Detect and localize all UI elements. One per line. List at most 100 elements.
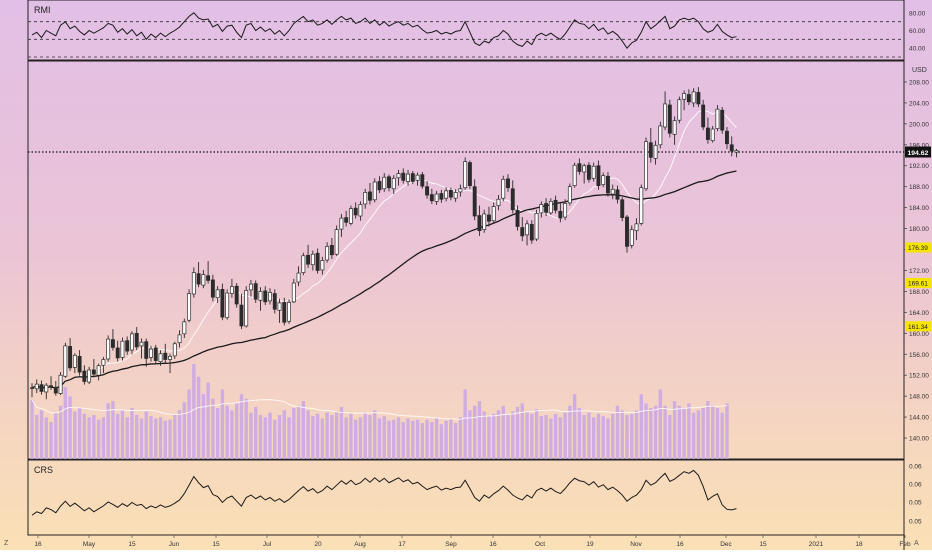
candle-body — [448, 190, 453, 198]
volume-bar — [106, 403, 110, 459]
time-tick-label: Feb — [899, 541, 911, 548]
volume-bar — [225, 405, 229, 459]
volume-bar — [344, 417, 348, 459]
candle-body — [644, 141, 648, 190]
currency-label: USD — [912, 67, 927, 74]
price-tick-label: 160.00 — [909, 331, 929, 338]
candle-body — [153, 347, 158, 361]
candle-body — [139, 341, 144, 347]
candle-body — [672, 120, 677, 135]
time-tick-label: Nov — [630, 541, 642, 548]
time-tick-label: 16 — [34, 541, 42, 548]
candle-body — [334, 229, 339, 255]
volume-bar — [415, 419, 420, 459]
volume-bar — [120, 410, 125, 459]
volume-bar — [539, 416, 544, 459]
volume-bar — [173, 414, 177, 459]
price-tick-label: 164.00 — [909, 310, 929, 317]
level-tag — [905, 242, 931, 253]
volume-bar — [630, 413, 634, 459]
candle-body — [301, 255, 306, 273]
volume-bar — [691, 412, 696, 459]
volume-bar — [701, 408, 705, 459]
candle-body — [677, 99, 682, 121]
candle-body — [548, 201, 553, 214]
volume-bar — [111, 401, 115, 459]
candle-body — [358, 204, 363, 217]
volume-bar — [549, 418, 553, 459]
candle-body — [120, 340, 125, 358]
candle-body — [472, 186, 477, 217]
candle-body — [606, 175, 610, 194]
candle-body — [168, 356, 172, 360]
volume-bar — [301, 401, 306, 459]
candle-body — [501, 179, 506, 199]
volume-bar — [353, 419, 358, 459]
time-tick-label: 15 — [212, 541, 220, 548]
volume-bar — [35, 414, 39, 459]
volume-bar — [544, 414, 548, 459]
volume-bar — [30, 399, 34, 459]
candle-body — [82, 370, 87, 382]
volume-bar — [634, 410, 639, 459]
volume-bar — [306, 410, 310, 459]
volume-bar — [572, 394, 577, 459]
volume-bar — [482, 411, 486, 459]
timezone-right[interactable]: A — [914, 540, 919, 547]
volume-bar — [230, 410, 234, 459]
candle-body — [734, 150, 739, 153]
candle-body — [158, 353, 163, 362]
candle-body — [463, 161, 468, 189]
volume-bar — [625, 414, 629, 459]
volume-bar — [135, 414, 139, 459]
volume-bar — [420, 423, 425, 459]
rmi-line — [31, 12, 737, 49]
candle-body — [425, 186, 430, 196]
price-tick-label: 148.00 — [909, 394, 929, 401]
candle-body — [387, 176, 391, 189]
volume-bar — [672, 401, 677, 459]
candle-body — [710, 128, 715, 141]
timezone-left[interactable]: Z — [4, 540, 9, 547]
time-tick-label: 16 — [676, 541, 684, 548]
candle-body — [482, 213, 487, 230]
rmi-label: RMI — [34, 5, 51, 15]
volume-bar — [206, 382, 210, 459]
volume-bar — [249, 412, 253, 459]
volume-bar — [263, 417, 267, 459]
volume-bar — [296, 405, 301, 459]
candle-body — [658, 125, 663, 146]
candle-body — [610, 188, 615, 195]
volume-bar — [334, 411, 339, 459]
volume-bar — [577, 408, 582, 459]
volume-bar — [63, 387, 68, 459]
candle-body — [39, 384, 44, 392]
candle-body — [306, 254, 311, 265]
volume-bar — [382, 416, 386, 459]
candle-body — [715, 108, 720, 129]
volume-bar — [58, 405, 63, 459]
level-tag — [905, 277, 931, 288]
candle-body — [653, 144, 658, 159]
candle-body — [544, 203, 549, 213]
volume-bar — [182, 402, 187, 459]
volume-bar — [611, 413, 615, 459]
candle-body — [272, 293, 277, 310]
candle-body — [563, 203, 568, 218]
candle-body — [315, 252, 320, 271]
candle-body — [134, 332, 139, 348]
candle-body — [339, 217, 344, 230]
volume-bar — [596, 413, 601, 459]
volume-bar — [215, 408, 220, 459]
volume-bar — [682, 408, 686, 459]
volume-bar — [525, 411, 529, 459]
level-tag-label: 161.34 — [908, 324, 928, 331]
time-tick-label: May — [83, 541, 96, 548]
volume-bar — [568, 405, 572, 459]
volume-bar — [401, 421, 405, 459]
price-tick-label: 188.00 — [909, 184, 929, 191]
candle-body — [663, 103, 668, 128]
price-tick-label: 156.00 — [909, 352, 929, 359]
candle-body — [277, 302, 282, 311]
